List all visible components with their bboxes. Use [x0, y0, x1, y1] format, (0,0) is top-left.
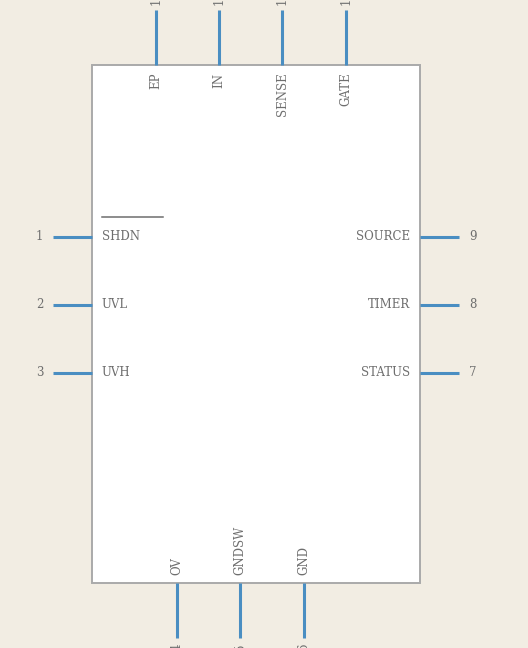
Text: 4: 4: [171, 643, 183, 648]
Text: GND: GND: [297, 546, 310, 575]
Text: 10: 10: [340, 0, 352, 5]
Text: SHDN: SHDN: [102, 230, 140, 243]
Bar: [92, 65, 420, 583]
Text: OV: OV: [171, 557, 183, 575]
Text: 6: 6: [297, 643, 310, 648]
Text: UVL: UVL: [102, 298, 128, 311]
Text: SENSE: SENSE: [276, 73, 289, 117]
Text: 12: 12: [213, 0, 225, 5]
Text: STATUS: STATUS: [361, 366, 410, 379]
Text: GNDSW: GNDSW: [234, 526, 247, 575]
Text: 8: 8: [469, 298, 476, 311]
Text: IN: IN: [213, 73, 225, 87]
Text: 3: 3: [36, 366, 43, 379]
Text: 11: 11: [276, 0, 289, 5]
Text: 7: 7: [469, 366, 476, 379]
Text: EP: EP: [149, 73, 162, 89]
Text: 9: 9: [469, 230, 476, 243]
Text: 2: 2: [36, 298, 43, 311]
Text: GATE: GATE: [340, 73, 352, 106]
Text: 13: 13: [149, 0, 162, 5]
Text: UVH: UVH: [102, 366, 130, 379]
Text: TIMER: TIMER: [368, 298, 410, 311]
Text: 1: 1: [36, 230, 43, 243]
Text: SOURCE: SOURCE: [356, 230, 410, 243]
Text: 5: 5: [234, 643, 247, 648]
